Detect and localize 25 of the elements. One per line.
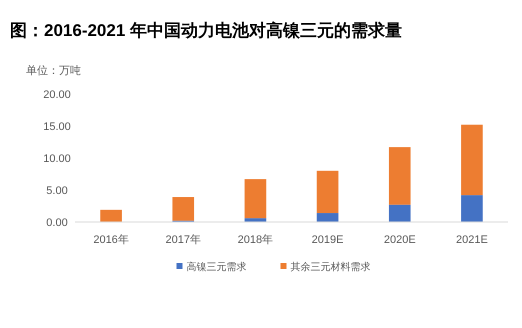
bar (388, 147, 411, 205)
bar (316, 213, 338, 222)
y-tick-label: 10.00 (43, 153, 71, 165)
y-tick-label: 20.00 (43, 89, 71, 101)
chart-title: 图：2016-2021 年中国动力电池对高镍三元的需求量 (10, 21, 402, 40)
x-tick-label: 2021E (456, 234, 488, 246)
legend-label: 高镍三元需求 (186, 261, 246, 273)
bar (100, 210, 122, 222)
bar (244, 179, 266, 218)
x-tick-label: 2019E (312, 234, 344, 246)
bar (244, 218, 266, 222)
bar (316, 170, 338, 214)
y-tick-label: 5.00 (46, 185, 68, 197)
x-tick-label: 2018年 (238, 234, 274, 246)
bar (461, 124, 483, 196)
x-tick-label: 2020E (384, 234, 416, 246)
y-tick-label: 15.00 (43, 121, 71, 133)
bar (461, 195, 483, 222)
x-tick-label: 2017年 (166, 234, 201, 246)
y-axis-title: 单位：万吨 (26, 64, 81, 77)
bar (388, 204, 411, 222)
x-tick-label: 2016年 (93, 234, 129, 246)
legend-label: 其余三元材料需求 (290, 261, 370, 273)
bar (172, 197, 194, 221)
y-tick-label: 0.00 (46, 217, 68, 229)
